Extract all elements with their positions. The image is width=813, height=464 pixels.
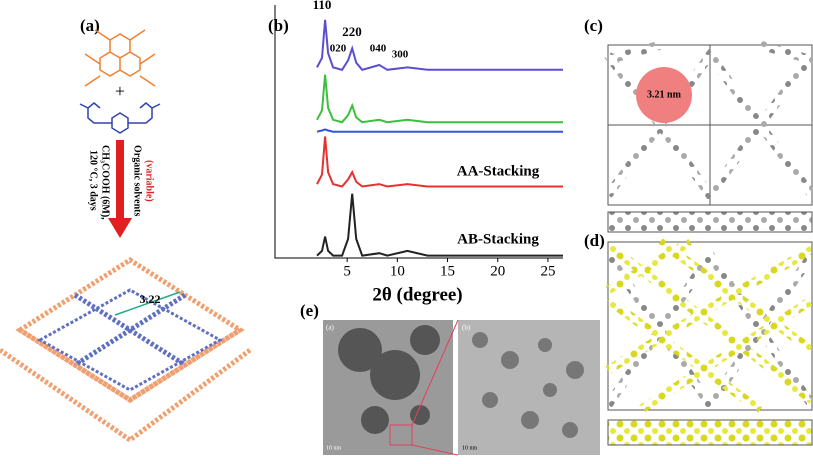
aldehyde-monomer: [79, 102, 161, 134]
axis-frame: [274, 5, 563, 259]
hrtem-texture: [472, 332, 584, 438]
sub-label: (a): [326, 324, 334, 332]
conditions: Organic solvents (variable) CH₃COOH (6M)…: [88, 145, 155, 220]
cell-line: [608, 45, 812, 205]
side-view: [607, 211, 813, 233]
condition: Organic solvents: [132, 145, 143, 216]
cof-lattice: [0, 257, 252, 444]
annotation: 220: [342, 24, 362, 39]
annotation: 020: [330, 43, 347, 55]
panel-label: (c): [584, 16, 603, 35]
xrd-pattern: [316, 74, 563, 124]
scale-bar: 10 nm: [326, 445, 342, 451]
plus: +: [115, 81, 125, 101]
x-tick-label: 5: [343, 263, 351, 279]
pore-size: 3.22: [140, 292, 161, 306]
xrd-chart: 5 10 15 20 25 2θ (degree) 110 020 220 040 300 AA-St…: [274, 0, 563, 305]
annotation: 040: [370, 43, 387, 55]
x-tick-label: 20: [490, 263, 505, 279]
x-tick-label: 25: [540, 263, 555, 279]
side-view: [607, 419, 813, 446]
annotation: AA-Stacking: [457, 163, 540, 179]
panel-label: (d): [584, 231, 605, 250]
amine-monomer: [84, 29, 156, 87]
arrow-head: [108, 218, 132, 238]
annotation: 110: [313, 0, 332, 12]
xrd-pattern: [316, 136, 563, 188]
x-tick-label: 15: [440, 263, 455, 279]
xrd-pattern: [316, 193, 563, 257]
zoom-box: [389, 424, 413, 446]
tem-particles: [338, 325, 440, 434]
panel-label: (e): [300, 301, 319, 320]
annotation: AB-Stacking: [457, 231, 539, 247]
zoom-line: [411, 319, 459, 456]
annotation: 300: [392, 49, 409, 61]
xrd-pattern: [316, 19, 563, 71]
sub-label: (b): [462, 324, 471, 332]
arrow-shaft: [116, 140, 124, 220]
condition: (variable): [144, 160, 155, 202]
panel-label: (a): [80, 16, 100, 35]
framework-offset: [605, 238, 813, 414]
x-axis-label: 2θ (degree): [372, 284, 462, 305]
pore-size: 3.21 nm: [647, 89, 682, 100]
condition: CH₃COOH (6M),: [100, 145, 111, 220]
xrd-pattern: [316, 128, 563, 133]
scale-bar: 10 nm: [462, 445, 478, 451]
x-tick-label: 10: [390, 263, 405, 279]
framework: [604, 40, 813, 203]
condition: 120 °C, 3 days: [88, 150, 99, 211]
pore-circle: [636, 67, 692, 123]
chart-title: (b): [268, 16, 289, 35]
pore-arrow: [114, 291, 181, 316]
